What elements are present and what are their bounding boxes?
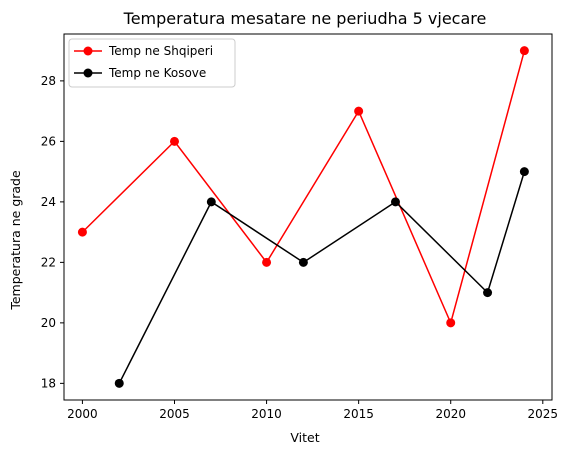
y-tick-label: 18 <box>41 376 56 390</box>
series-line-1 <box>82 51 524 323</box>
data-point-series-2 <box>115 379 124 388</box>
data-point-series-2 <box>391 197 400 206</box>
y-tick-label: 22 <box>41 255 56 269</box>
data-point-series-2 <box>207 197 216 206</box>
x-tick-label: 2010 <box>251 407 282 421</box>
data-point-series-2 <box>483 288 492 297</box>
y-tick-label: 26 <box>41 134 56 148</box>
y-tick-label: 28 <box>41 74 56 88</box>
x-tick-label: 2005 <box>159 407 190 421</box>
legend-label: Temp ne Kosove <box>108 66 206 80</box>
y-tick-label: 24 <box>41 195 56 209</box>
data-point-series-1 <box>78 228 87 237</box>
x-tick-label: 2025 <box>528 407 559 421</box>
data-point-series-1 <box>520 46 529 55</box>
x-tick-label: 2000 <box>67 407 98 421</box>
y-axis-label: Temperatura ne grade <box>8 170 23 311</box>
x-axis: 2000 2005 2010 2015 2020 2025 <box>67 400 558 421</box>
data-point-series-1 <box>170 137 179 146</box>
y-axis: 18 20 22 24 26 28 <box>41 74 64 390</box>
x-tick-label: 2015 <box>343 407 374 421</box>
legend-marker <box>84 47 93 56</box>
chart-title: Temperatura mesatare ne periudha 5 vjeca… <box>123 9 487 28</box>
legend-label: Temp ne Shqiperi <box>108 44 213 58</box>
x-tick-label: 2020 <box>435 407 466 421</box>
legend: Temp ne Shqiperi Temp ne Kosove <box>69 39 235 87</box>
data-point-series-1 <box>354 107 363 116</box>
y-tick-label: 20 <box>41 316 56 330</box>
data-point-series-1 <box>446 318 455 327</box>
plot-area <box>78 46 529 388</box>
data-point-series-2 <box>299 258 308 267</box>
x-axis-label: Vitet <box>290 430 319 445</box>
legend-marker <box>84 69 93 78</box>
data-point-series-1 <box>262 258 271 267</box>
data-point-series-2 <box>520 167 529 176</box>
